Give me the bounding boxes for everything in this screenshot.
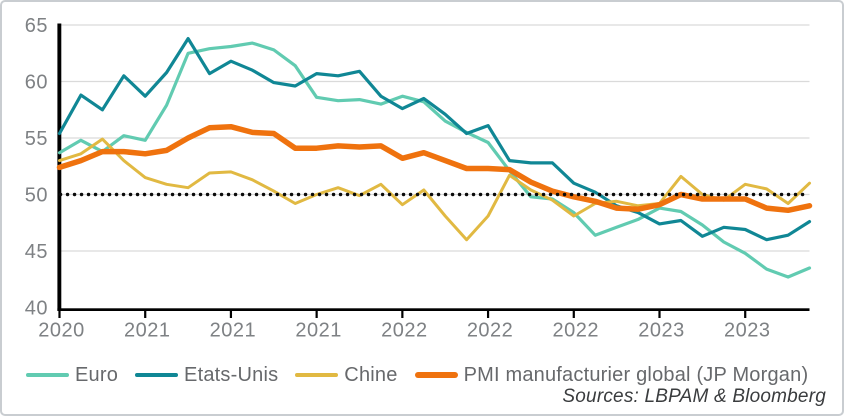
chart-legend: Euro Etats-Unis Chine PMI manufacturier glo… bbox=[26, 362, 808, 388]
y-axis-label-40: 40 bbox=[25, 298, 48, 320]
series-line-etats-unis bbox=[57, 36, 812, 242]
x-axis-label: 2021 bbox=[295, 320, 342, 342]
x-tick bbox=[315, 311, 318, 318]
x-tick bbox=[744, 311, 747, 318]
series-line-chine bbox=[58, 137, 811, 242]
x-axis-line bbox=[57, 308, 810, 311]
x-tick bbox=[58, 311, 61, 318]
x-axis-label: 2021 bbox=[210, 320, 257, 342]
x-tick bbox=[658, 311, 661, 318]
legend-item-euro: Euro bbox=[26, 364, 118, 387]
x-tick bbox=[144, 311, 147, 318]
legend-item-etats-unis: Etats-Unis bbox=[135, 364, 278, 387]
x-tick bbox=[486, 311, 490, 318]
x-tick bbox=[229, 311, 233, 318]
x-axis-label: 2023 bbox=[724, 320, 771, 342]
series-line-euro bbox=[57, 41, 812, 279]
legend-label-euro: Euro bbox=[75, 363, 119, 386]
y-axis-label-65: 65 bbox=[25, 15, 48, 37]
y-axis-label-50: 50 bbox=[25, 185, 48, 207]
legend-item-chine: Chine bbox=[295, 364, 397, 387]
x-tick bbox=[572, 311, 575, 318]
series-line-pmi-manufacturier-global-jp-morgan bbox=[56, 123, 813, 214]
legend-swatch-pmi-manufacturier-global-jp-morgan bbox=[414, 372, 458, 378]
legend-label-etats-unis: Etats-Unis bbox=[184, 363, 279, 386]
y-axis-label-45: 45 bbox=[25, 241, 48, 263]
x-axis-label: 2020 bbox=[38, 320, 85, 342]
y-axis-label-60: 60 bbox=[25, 72, 48, 94]
legend-swatch-etats-unis bbox=[135, 373, 179, 377]
x-tick bbox=[401, 311, 404, 318]
x-axis-label: 2021 bbox=[124, 320, 171, 342]
source-note: Sources: LBPAM & Bloomberg bbox=[562, 386, 826, 407]
legend-label-pmi-manufacturier-global-jp-morgan: PMI manufacturier global (JP Morgan) bbox=[463, 363, 809, 386]
y-axis-label-55: 55 bbox=[25, 128, 48, 150]
legend-swatch-euro bbox=[26, 373, 69, 377]
x-axis-label: 2022 bbox=[381, 320, 428, 342]
legend-swatch-chine bbox=[295, 373, 339, 377]
legend-label-chine: Chine bbox=[344, 363, 398, 386]
x-axis-label: 2022 bbox=[467, 320, 514, 342]
x-axis-label: 2022 bbox=[553, 320, 600, 342]
legend-item-pmi-manufacturier-global-jp-morgan: PMI manufacturier global (JP Morgan) bbox=[414, 363, 809, 387]
x-axis-label: 2023 bbox=[638, 320, 685, 342]
